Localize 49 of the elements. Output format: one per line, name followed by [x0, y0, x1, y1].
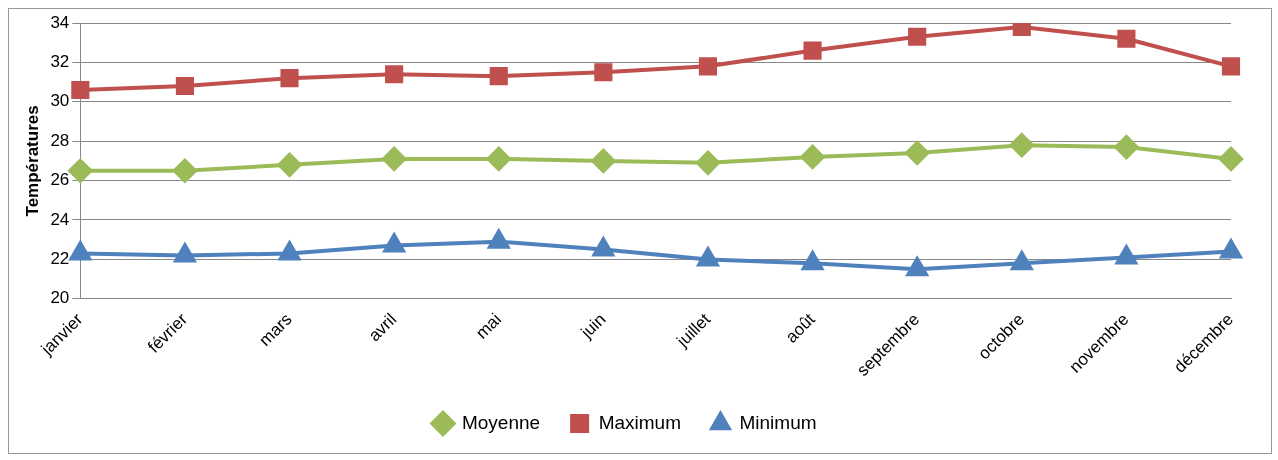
y-axis-title: Températures [22, 105, 42, 217]
point [486, 227, 511, 249]
point [175, 76, 194, 96]
y-tick-label: 24 [50, 209, 70, 229]
point [278, 241, 301, 261]
point [1114, 135, 1139, 160]
y-tick-label: 20 [50, 288, 70, 308]
point [489, 67, 508, 86]
point [280, 69, 299, 88]
point [382, 231, 407, 253]
point [803, 41, 822, 60]
point [174, 243, 196, 263]
point [71, 80, 90, 100]
point [385, 65, 404, 84]
point [172, 158, 197, 183]
point [591, 148, 616, 173]
point [1221, 57, 1241, 76]
point [1009, 133, 1034, 158]
point [906, 257, 928, 277]
point [486, 146, 511, 171]
point [801, 251, 824, 271]
point [905, 141, 930, 166]
point [800, 144, 825, 169]
point [382, 146, 407, 171]
y-tick-label: 34 [50, 12, 70, 32]
point [591, 235, 616, 257]
point [277, 152, 302, 177]
x-tick-label: mai [472, 309, 505, 343]
point [697, 247, 719, 267]
legend-label: Minimum [739, 411, 817, 433]
point [695, 150, 720, 175]
y-tick-label: 30 [50, 91, 70, 111]
point [698, 57, 718, 76]
point [1011, 251, 1033, 271]
point [908, 27, 927, 46]
point [1219, 237, 1243, 259]
point [1115, 245, 1138, 265]
y-tick-label: 28 [50, 130, 70, 150]
y-tick-label: 26 [50, 170, 70, 190]
point [1117, 29, 1136, 48]
point [68, 158, 93, 183]
legend-label: Maximum [598, 411, 681, 433]
y-tick-label: 32 [50, 52, 70, 72]
x-tick-label: juin [576, 309, 610, 343]
point [1219, 146, 1243, 171]
point [69, 241, 91, 261]
point [594, 63, 613, 82]
y-tick-label: 22 [50, 249, 70, 269]
legend-label: Moyenne [461, 411, 541, 433]
